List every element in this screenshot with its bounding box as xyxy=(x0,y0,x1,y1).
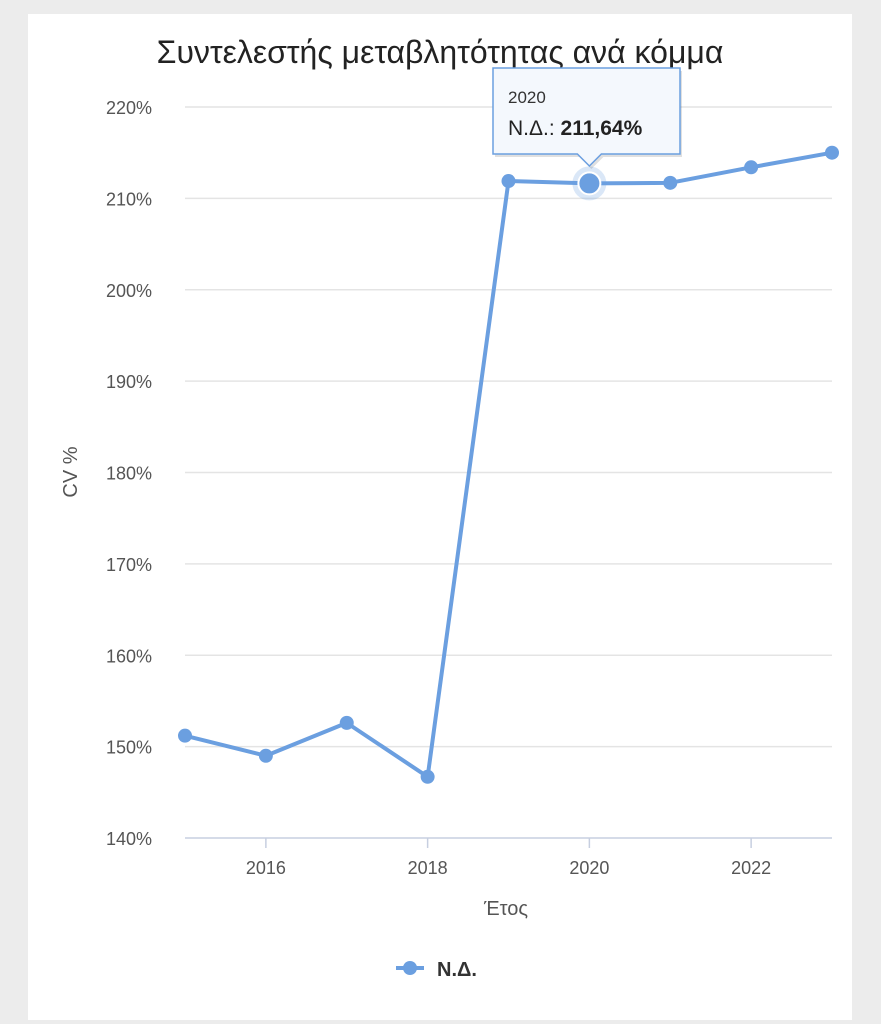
data-point[interactable] xyxy=(744,160,759,175)
tooltip-header: 2020 xyxy=(508,88,546,107)
legend-symbol-marker xyxy=(403,961,417,975)
chart-title: Συντελεστής μεταβλητότητας ανά κόμμα xyxy=(157,34,724,70)
y-tick-label: 160% xyxy=(106,646,152,666)
legend[interactable]: Ν.Δ. xyxy=(396,959,477,981)
gridlines xyxy=(185,106,832,848)
y-tick-label: 210% xyxy=(106,189,152,209)
data-point[interactable] xyxy=(501,174,516,189)
y-tick-label: 180% xyxy=(106,464,152,484)
data-point[interactable] xyxy=(420,769,435,784)
y-tick-label: 170% xyxy=(106,555,152,575)
x-tick-label: 2018 xyxy=(408,858,448,878)
data-point[interactable] xyxy=(663,175,678,190)
data-point[interactable] xyxy=(577,171,602,196)
data-point[interactable] xyxy=(258,748,273,763)
data-point[interactable] xyxy=(339,715,354,730)
y-tick-label: 220% xyxy=(106,98,152,118)
x-tick-label: 2020 xyxy=(569,858,609,878)
x-axis-tick-labels: 2016 2018 2020 2022 xyxy=(246,858,771,878)
y-tick-label: 200% xyxy=(106,281,152,301)
y-tick-label: 140% xyxy=(106,829,152,849)
tooltip: 2020 Ν.Δ.: 211,64% xyxy=(492,67,682,169)
x-axis-title: Έτος xyxy=(483,898,528,920)
data-point[interactable] xyxy=(178,728,192,743)
data-point[interactable] xyxy=(825,145,839,160)
y-axis-title: CV % xyxy=(60,446,82,497)
y-tick-label: 150% xyxy=(106,738,152,758)
y-axis-tick-labels: 140% 150% 160% 170% 180% 190% 200% 210% 220% xyxy=(106,98,152,849)
x-tick-label: 2016 xyxy=(246,858,286,878)
tooltip-value-line: Ν.Δ.: 211,64% xyxy=(508,117,643,140)
series-line xyxy=(184,150,833,779)
tooltip-series-label: Ν.Δ.: xyxy=(508,117,561,140)
y-tick-label: 190% xyxy=(106,372,152,392)
x-tick-label: 2022 xyxy=(731,858,771,878)
plot-area xyxy=(178,145,839,784)
legend-item-label[interactable]: Ν.Δ. xyxy=(437,959,477,981)
tooltip-value: 211,64% xyxy=(561,117,643,140)
chart-card xyxy=(28,14,852,1020)
tooltip-box xyxy=(492,67,681,168)
